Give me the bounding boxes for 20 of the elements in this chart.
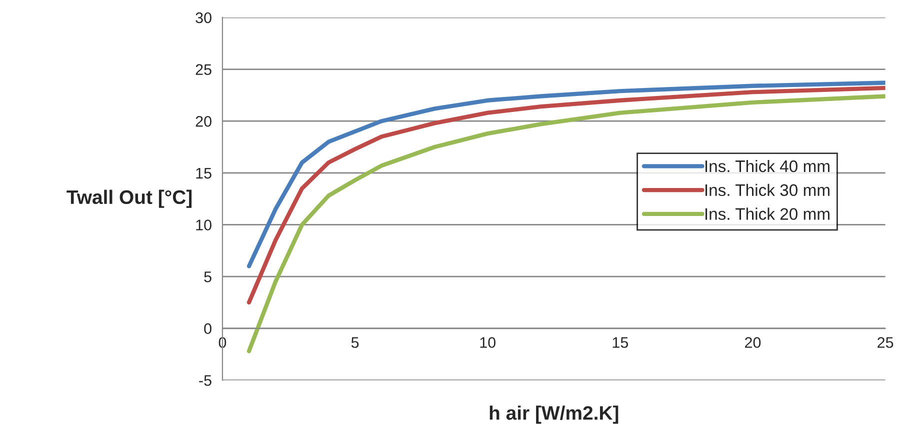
x-tick-label: 15 (612, 337, 628, 348)
x-axis-title: h air [W/m2.K] (490, 406, 618, 424)
y-tick-label: 0 (204, 323, 212, 334)
x-tick-label: 25 (878, 337, 894, 348)
legend-label: Ins. Thick 30 mm (705, 184, 830, 196)
legend-label: Ins. Thick 40 mm (705, 160, 830, 172)
y-tick-label: -5 (199, 375, 212, 386)
x-tick-label: 20 (745, 337, 761, 348)
y-tick-label: 5 (204, 272, 212, 282)
line-series (246, 86, 886, 305)
y-tick-label: 10 (196, 220, 212, 230)
y-tick-label: 15 (196, 168, 212, 179)
legend-label: Ins. Thick 20 mm (705, 208, 830, 220)
y-axis-title: Twall Out [°C] (66, 190, 192, 208)
y-tick-label: 30 (196, 12, 212, 24)
x-tick-label: 5 (351, 337, 359, 348)
y-tick-label: 25 (196, 64, 212, 75)
y-tick-label: 20 (196, 116, 212, 127)
line-series (246, 80, 886, 268)
x-tick-label: 10 (480, 337, 496, 348)
